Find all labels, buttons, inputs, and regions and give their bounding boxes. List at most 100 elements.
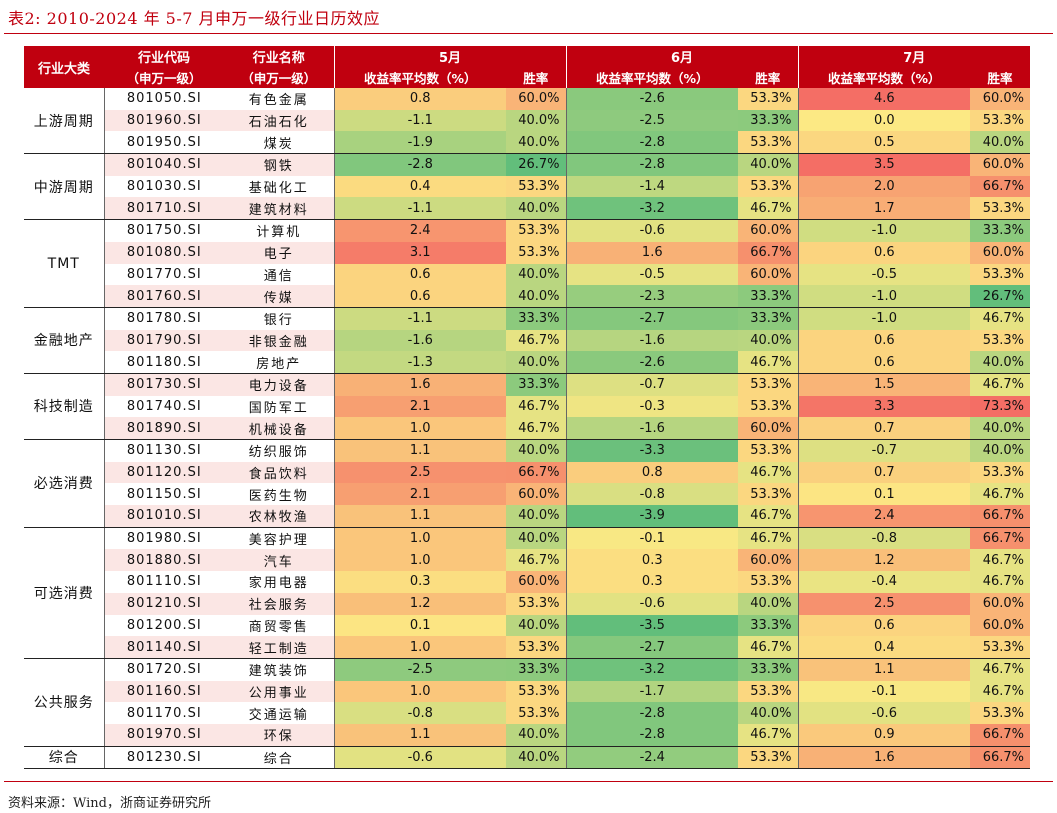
win-rate-m5: 66.7% xyxy=(506,461,567,484)
avg-return-m5: 1.1 xyxy=(333,505,506,528)
category-cell: 可选消费 xyxy=(24,527,104,659)
win-rate-m5: 40.0% xyxy=(506,527,567,550)
win-rate-m5: 60.0% xyxy=(506,88,567,110)
avg-return-m7: 0.4 xyxy=(797,636,971,659)
win-rate-m5: 40.0% xyxy=(506,109,567,132)
win-rate-m5: 33.3% xyxy=(506,307,567,330)
industry-name: 轻工制造 xyxy=(224,636,334,659)
header-code: 行业代码 xyxy=(104,46,224,67)
avg-return-m6: -2.8 xyxy=(565,131,739,155)
industry-name: 纺织服饰 xyxy=(224,439,334,462)
header-name-sub: （申万一级） xyxy=(224,67,334,88)
win-rate-m5: 40.0% xyxy=(506,131,567,155)
source-note: 资料来源：Wind，浙商证券研究所 xyxy=(8,796,211,811)
win-rate-m6: 33.3% xyxy=(738,614,799,637)
avg-return-m5: 0.6 xyxy=(333,263,506,286)
win-rate-m7: 53.3% xyxy=(970,197,1031,221)
avg-return-m7: -1.0 xyxy=(797,219,971,242)
header-win-6: 胜率 xyxy=(738,67,799,88)
category-cell: 综合 xyxy=(24,746,104,770)
industry-code: 801030.SI xyxy=(103,175,224,198)
industry-code: 801750.SI xyxy=(103,219,224,242)
table-row: 801960.SI 石油石化 -1.1 40.0% -2.5 33.3% 0.0 53.3% xyxy=(24,109,1031,132)
industry-name: 银行 xyxy=(224,307,334,330)
industry-name: 国防军工 xyxy=(224,395,334,418)
win-rate-m5: 46.7% xyxy=(506,417,567,441)
table-row: 801110.SI 家用电器 0.3 60.0% 0.3 53.3% -0.4 46.7% xyxy=(24,571,1031,593)
industry-name: 建筑材料 xyxy=(224,197,334,221)
win-rate-m6: 40.0% xyxy=(738,153,799,176)
avg-return-m5: -0.8 xyxy=(333,702,506,724)
table-row: 金融地产 801780.SI 银行 -1.1 33.3% -2.7 33.3% -1.0 46.… xyxy=(24,307,1031,374)
avg-return-m7: 0.0 xyxy=(797,109,971,132)
industry-code: 801710.SI xyxy=(103,197,224,221)
avg-return-m5: -1.1 xyxy=(333,197,506,221)
avg-return-m6: -0.5 xyxy=(565,263,739,286)
avg-return-m7: -0.4 xyxy=(797,571,971,593)
table-row: 801760.SI 传媒 0.6 40.0% -2.3 33.3% -1.0 26.7% xyxy=(24,285,1031,308)
avg-return-m7: 2.5 xyxy=(797,592,971,615)
avg-return-m7: -1.0 xyxy=(797,285,971,308)
table-row: 801010.SI 农林牧渔 1.1 40.0% -3.9 46.7% 2.4 66.7% xyxy=(24,505,1031,528)
avg-return-m6: -2.6 xyxy=(565,88,739,110)
category-cell: 公共服务 xyxy=(24,658,104,747)
table-row: 801710.SI 建筑材料 -1.1 40.0% -3.2 46.7% 1.7 53.3% xyxy=(24,197,1031,221)
win-rate-m7: 46.7% xyxy=(970,658,1031,681)
win-rate-m7: 66.7% xyxy=(970,527,1031,550)
win-rate-m7: 46.7% xyxy=(970,549,1031,572)
win-rate-m6: 40.0% xyxy=(738,702,799,724)
industry-code: 801950.SI xyxy=(103,131,224,155)
category-cell: 科技制造 xyxy=(24,373,104,441)
industry-name: 家用电器 xyxy=(224,571,334,593)
avg-return-m7: 0.1 xyxy=(797,483,971,506)
avg-return-m7: 3.5 xyxy=(797,153,971,176)
avg-return-m7: 0.6 xyxy=(797,351,971,374)
category-cell: 金融地产 xyxy=(24,307,104,374)
industry-code: 801790.SI xyxy=(103,329,224,352)
win-rate-m5: 46.7% xyxy=(506,549,567,572)
industry-code: 801780.SI xyxy=(103,307,224,330)
win-rate-m6: 40.0% xyxy=(738,329,799,352)
avg-return-m6: -3.2 xyxy=(565,197,739,221)
win-rate-m6: 46.7% xyxy=(738,461,799,484)
table-row: TMT 801750.SI 计算机 2.4 53.3% -0.6 60.0% -1.0 33.3… xyxy=(24,219,1031,308)
win-rate-m6: 33.3% xyxy=(738,285,799,308)
avg-return-m6: -2.4 xyxy=(565,746,739,770)
avg-return-m5: 1.2 xyxy=(333,592,506,615)
calendar-effect-table: 行业大类 行业代码 行业名称 5月 6月 7月 （申万一级） （申万一级） 收益… xyxy=(24,46,1031,770)
avg-return-m7: 0.7 xyxy=(797,417,971,441)
win-rate-m6: 33.3% xyxy=(738,307,799,330)
win-rate-m6: 53.3% xyxy=(738,395,799,418)
industry-code: 801040.SI xyxy=(103,153,224,176)
table-row: 801950.SI 煤炭 -1.9 40.0% -2.8 53.3% 0.5 40.0% xyxy=(24,131,1031,155)
category-cell: 上游周期 xyxy=(24,88,104,155)
industry-code: 801980.SI xyxy=(103,527,224,550)
win-rate-m7: 53.3% xyxy=(970,109,1031,132)
industry-name: 公用事业 xyxy=(224,680,334,703)
avg-return-m6: -2.3 xyxy=(565,285,739,308)
avg-return-m6: -3.3 xyxy=(565,439,739,462)
avg-return-m7: -0.5 xyxy=(797,263,971,286)
header-avg-6: 收益率平均数（%） xyxy=(565,67,739,88)
header-month-5: 5月 xyxy=(333,46,567,67)
industry-name: 传媒 xyxy=(224,285,334,308)
win-rate-m6: 46.7% xyxy=(738,197,799,221)
avg-return-m5: -0.6 xyxy=(333,746,506,770)
win-rate-m6: 46.7% xyxy=(738,723,799,747)
avg-return-m6: 1.6 xyxy=(565,241,739,264)
industry-code: 801720.SI xyxy=(103,658,224,681)
industry-code: 801180.SI xyxy=(103,351,224,374)
win-rate-m7: 66.7% xyxy=(970,175,1031,198)
industry-code: 801150.SI xyxy=(103,483,224,506)
industry-name: 美容护理 xyxy=(224,527,334,550)
industry-name: 通信 xyxy=(224,263,334,286)
avg-return-m5: -1.3 xyxy=(333,351,506,374)
industry-name: 商贸零售 xyxy=(224,614,334,637)
avg-return-m5: -1.9 xyxy=(333,131,506,155)
industry-name: 农林牧渔 xyxy=(224,505,334,528)
bottom-rule xyxy=(4,781,1053,782)
table-row: 801200.SI 商贸零售 0.1 40.0% -3.5 33.3% 0.6 60.0% xyxy=(24,614,1031,637)
header-name: 行业名称 xyxy=(224,46,334,67)
industry-code: 801080.SI xyxy=(103,241,224,264)
win-rate-m7: 60.0% xyxy=(970,241,1031,264)
